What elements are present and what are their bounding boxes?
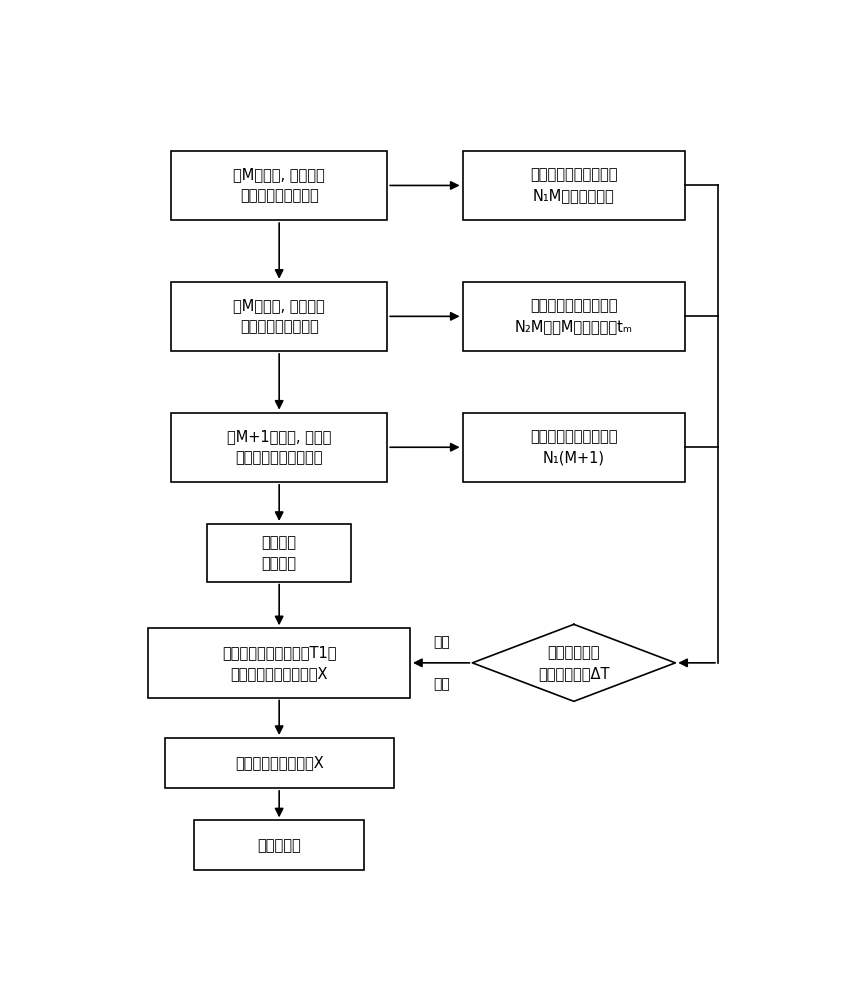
Bar bbox=[170, 413, 387, 482]
Text: 第M次缝纫, 第二感应
器检测到缝料前边缘: 第M次缝纫, 第二感应 器检测到缝料前边缘 bbox=[233, 298, 325, 334]
Bar bbox=[170, 282, 387, 351]
Bar bbox=[148, 628, 409, 698]
Text: 延迟: 延迟 bbox=[432, 677, 449, 691]
Bar bbox=[207, 524, 351, 582]
Bar bbox=[165, 738, 393, 788]
Text: 执行前剪线: 执行前剪线 bbox=[257, 838, 300, 853]
Text: 第M+1次缝纫, 第一感
应器检测到缝料前边缘: 第M+1次缝纫, 第一感 应器检测到缝料前边缘 bbox=[227, 429, 331, 465]
Text: 电控模块记录当前转速
N₁M、并开始计时: 电控模块记录当前转速 N₁M、并开始计时 bbox=[529, 167, 617, 203]
Polygon shape bbox=[472, 624, 674, 701]
Text: 电控模块记录当前转速
N₁(M+1): 电控模块记录当前转速 N₁(M+1) bbox=[529, 429, 617, 465]
Bar bbox=[194, 820, 364, 870]
Bar bbox=[462, 413, 684, 482]
Text: 电控模块
开始计时: 电控模块 开始计时 bbox=[262, 535, 296, 571]
Bar bbox=[462, 282, 684, 351]
Text: 将前剪线标准剪线时间T1实
时修正为实际剪线时间X: 将前剪线标准剪线时间T1实 时修正为实际剪线时间X bbox=[222, 645, 336, 681]
Text: 电控模块计算
下刀补倵时间ΔT: 电控模块计算 下刀补倵时间ΔT bbox=[538, 645, 609, 681]
Bar bbox=[170, 151, 387, 220]
Text: 电控模块记录当前转速
N₂M和第M次移料时间tₘ: 电控模块记录当前转速 N₂M和第M次移料时间tₘ bbox=[514, 298, 632, 334]
Bar bbox=[462, 151, 684, 220]
Text: 计时满实际剪线时间X: 计时满实际剪线时间X bbox=[235, 755, 323, 770]
Text: 第M次缝纫, 第一感应
器检测到缝料前边缘: 第M次缝纫, 第一感应 器检测到缝料前边缘 bbox=[233, 167, 325, 203]
Text: 提前: 提前 bbox=[432, 635, 449, 649]
